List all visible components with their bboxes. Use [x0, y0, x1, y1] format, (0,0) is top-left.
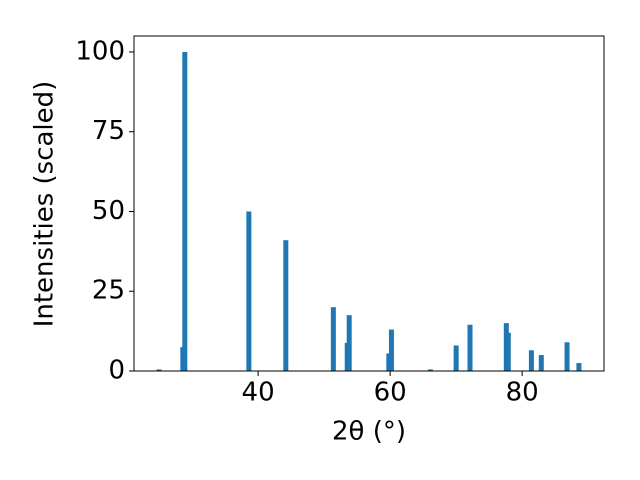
y-tick-label: 100 — [75, 36, 125, 66]
y-tick-label: 0 — [108, 356, 125, 386]
bar — [505, 332, 511, 371]
x-tick-label: 80 — [506, 378, 539, 408]
x-axis-label: 2θ (°) — [332, 417, 406, 447]
bar — [388, 329, 394, 371]
bar — [564, 342, 570, 371]
bar — [453, 345, 459, 371]
bar — [330, 307, 336, 371]
bar — [182, 51, 188, 371]
bar — [346, 315, 352, 371]
bar — [538, 355, 544, 371]
bar — [246, 211, 252, 371]
bar — [283, 240, 289, 371]
bar — [156, 369, 162, 371]
x-tick-label: 60 — [374, 378, 407, 408]
x-tick-label: 40 — [242, 378, 275, 408]
y-tick-label: 50 — [92, 196, 125, 226]
y-axis-label: Intensities (scaled) — [30, 81, 60, 328]
bar — [467, 324, 473, 371]
bar — [576, 363, 582, 371]
y-tick-label: 75 — [92, 116, 125, 146]
plot-frame — [133, 35, 605, 372]
bar — [427, 369, 433, 371]
bar — [386, 353, 392, 371]
bar — [528, 350, 534, 371]
y-tick-label: 25 — [92, 276, 125, 306]
